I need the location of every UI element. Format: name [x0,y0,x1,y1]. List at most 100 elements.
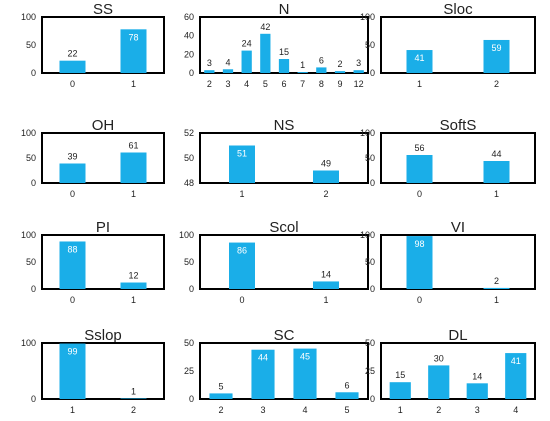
y-tick-label: 20 [184,49,194,59]
data-label: 39 [67,152,77,162]
x-tick-label: 1 [239,189,244,199]
chart-title-softs: SoftS [440,117,477,134]
data-label: 42 [260,22,270,32]
y-tick-label: 50 [365,40,375,50]
x-tick-label: 0 [70,189,75,199]
y-tick-label: 0 [370,178,375,188]
x-tick-label: 2 [218,405,223,415]
bar-sloc-2 [483,39,510,73]
bar-vi-0 [406,236,433,289]
bar-dl-4 [505,353,527,399]
x-tick-label: 4 [513,405,518,415]
chart-title-sc: SC [274,327,295,344]
y-tick-label: 0 [31,394,36,404]
x-tick-label: 7 [300,79,305,89]
bar-sslop-2 [120,398,147,399]
y-tick-label: 0 [370,284,375,294]
plot-frame-ss [41,16,165,74]
bar-dl-3 [466,383,488,399]
y-tick-label: 50 [26,40,36,50]
y-tick-label: 50 [184,257,194,267]
y-tick-label: 25 [365,366,375,376]
x-tick-label: 1 [398,405,403,415]
x-tick-label: 2 [436,405,441,415]
y-tick-label: 100 [360,12,375,22]
bar-sslop-1 [59,343,86,399]
x-tick-label: 0 [70,295,75,305]
bar-n-5 [260,33,271,73]
data-label: 24 [242,39,252,49]
bar-scol-1 [313,281,339,289]
y-tick-label: 50 [365,338,375,348]
chart-title-sloc: Sloc [443,1,473,18]
x-tick-label: 2 [323,189,328,199]
data-label: 98 [414,239,424,249]
data-label: 3 [207,58,212,68]
y-tick-label: 48 [184,178,194,188]
y-tick-label: 40 [184,31,194,41]
plot-frame-sc [199,342,369,400]
chart-title-ss: SS [93,1,113,18]
plot-frame-ns [199,132,369,184]
y-tick-label: 60 [184,12,194,22]
y-tick-label: 25 [184,366,194,376]
x-tick-label: 2 [131,405,136,415]
chart-title-vi: VI [451,219,465,236]
x-tick-label: 3 [475,405,480,415]
data-label: 2 [494,276,499,286]
chart-title-oh: OH [92,117,115,134]
y-tick-label: 100 [21,12,36,22]
y-tick-label: 0 [370,68,375,78]
data-label: 3 [356,58,361,68]
data-label: 99 [67,347,77,357]
data-label: 41 [511,356,521,366]
bar-sc-2 [209,393,233,399]
y-tick-label: 100 [360,128,375,138]
bar-ns-1 [229,145,255,183]
y-tick-label: 100 [21,128,36,138]
x-tick-label: 1 [417,79,422,89]
x-tick-label: 12 [354,79,364,89]
y-tick-label: 0 [31,68,36,78]
data-label: 59 [491,43,501,53]
data-label: 56 [414,143,424,153]
bar-ss-0 [59,60,86,73]
chart-title-dl: DL [448,327,467,344]
y-tick-label: 0 [31,178,36,188]
x-tick-label: 1 [323,295,328,305]
x-tick-label: 0 [417,189,422,199]
y-tick-label: 50 [184,338,194,348]
bar-n-6 [278,59,290,73]
bar-vi-1 [483,287,510,289]
data-label: 49 [321,159,331,169]
plot-frame-vi [380,234,536,290]
data-label: 6 [319,55,324,65]
x-tick-label: 0 [239,295,244,305]
data-label: 1 [131,386,136,396]
data-label: 78 [128,32,138,42]
data-label: 14 [472,371,482,381]
y-tick-label: 50 [184,153,194,163]
data-label: 45 [300,352,310,362]
plot-frame-pi [41,234,165,290]
plot-frame-sloc [380,16,536,74]
data-label: 86 [237,246,247,256]
data-label: 15 [395,370,405,380]
bar-pi-0 [59,241,86,289]
data-label: 61 [128,141,138,151]
x-tick-label: 4 [302,405,307,415]
y-tick-label: 0 [31,284,36,294]
data-label: 41 [414,53,424,63]
bar-sloc-1 [406,50,433,73]
bar-scol-0 [229,242,255,289]
chart-title-n: N [279,1,290,18]
x-tick-label: 5 [263,79,268,89]
x-tick-label: 3 [260,405,265,415]
bar-n-9 [334,71,346,73]
plot-frame-dl [380,342,536,400]
data-label: 12 [128,271,138,281]
x-tick-label: 0 [417,295,422,305]
bar-ns-2 [313,170,339,183]
bar-n-2 [204,70,215,73]
